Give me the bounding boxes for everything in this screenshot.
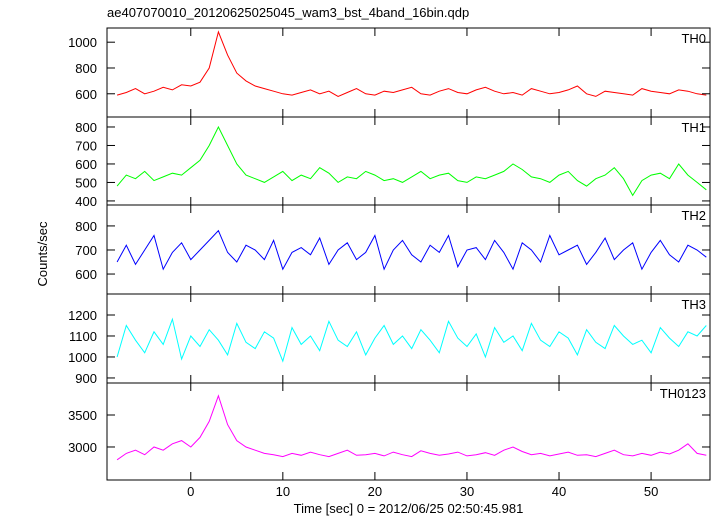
y-tick-label: 1200 xyxy=(68,308,97,323)
y-tick-label: 1100 xyxy=(69,329,97,344)
y-tick-label: 500 xyxy=(75,175,97,190)
light-curve xyxy=(116,30,707,97)
light-curve xyxy=(116,229,707,271)
x-tick-label: 40 xyxy=(552,484,566,499)
x-tick-label: 0 xyxy=(187,484,194,499)
y-tick-label: 600 xyxy=(75,267,97,282)
panel-frame xyxy=(106,27,711,118)
y-tick-label: 800 xyxy=(75,61,97,76)
y-tick-label: 1000 xyxy=(68,35,97,50)
panel-frame xyxy=(106,382,711,481)
y-tick-label: 1000 xyxy=(68,350,97,365)
y-tick-label: 600 xyxy=(75,157,97,172)
y-tick-label: 800 xyxy=(75,219,97,234)
y-tick-label: 800 xyxy=(75,120,97,135)
panel-frame xyxy=(106,116,711,206)
y-tick-label: 700 xyxy=(75,138,97,153)
light-curve xyxy=(116,317,707,363)
y-tick-label: 600 xyxy=(75,87,97,102)
x-tick-label: 30 xyxy=(460,484,474,499)
x-tick-label: 10 xyxy=(276,484,290,499)
series-label: TH0 xyxy=(681,31,706,46)
light-curve xyxy=(116,394,707,461)
y-tick-label: 3000 xyxy=(68,440,97,455)
x-tick-label: 50 xyxy=(644,484,658,499)
light-curve xyxy=(116,125,707,197)
y-axis-label: Counts/sec xyxy=(35,221,50,287)
series-label: TH3 xyxy=(681,297,706,312)
series-label: TH2 xyxy=(681,208,706,223)
chart-title: ae407070010_20120625025045_wam3_bst_4ban… xyxy=(107,5,469,20)
x-axis-label: Time [sec] 0 = 2012/06/25 02:50:45.981 xyxy=(294,501,524,516)
series-label: TH0123 xyxy=(660,386,706,401)
panel-frame xyxy=(106,293,711,384)
series-label: TH1 xyxy=(681,120,706,135)
y-tick-label: 900 xyxy=(75,371,97,386)
y-tick-label: 700 xyxy=(75,243,97,258)
y-tick-label: 3500 xyxy=(68,408,97,423)
x-tick-label: 20 xyxy=(368,484,382,499)
y-tick-label: 400 xyxy=(75,194,97,209)
